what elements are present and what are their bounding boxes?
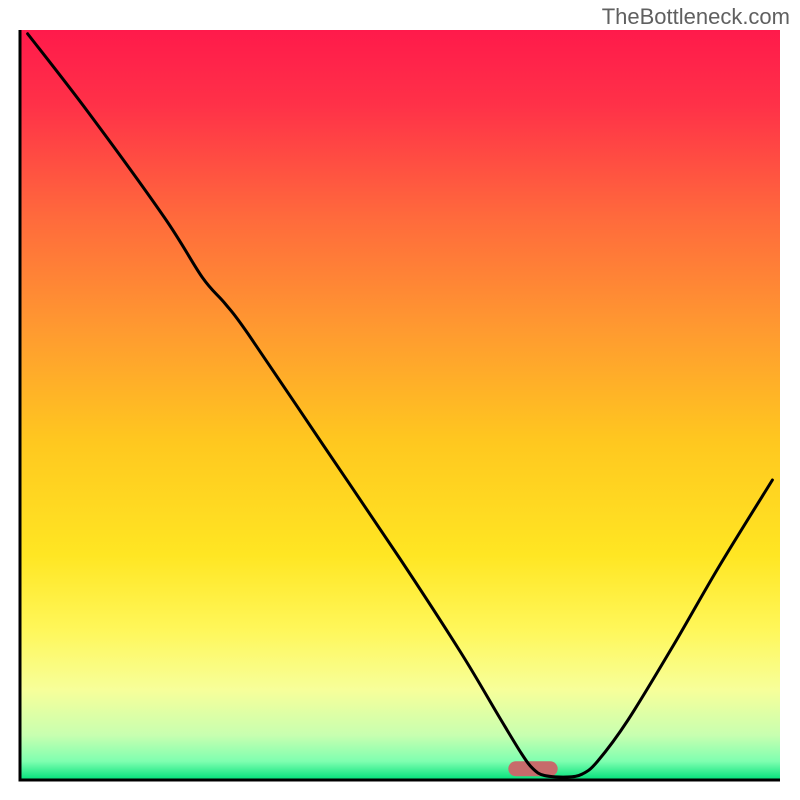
bottleneck-curve-chart (0, 0, 800, 800)
plot-background (20, 30, 780, 780)
watermark-text: TheBottleneck.com (602, 4, 790, 30)
chart-frame: TheBottleneck.com (0, 0, 800, 800)
